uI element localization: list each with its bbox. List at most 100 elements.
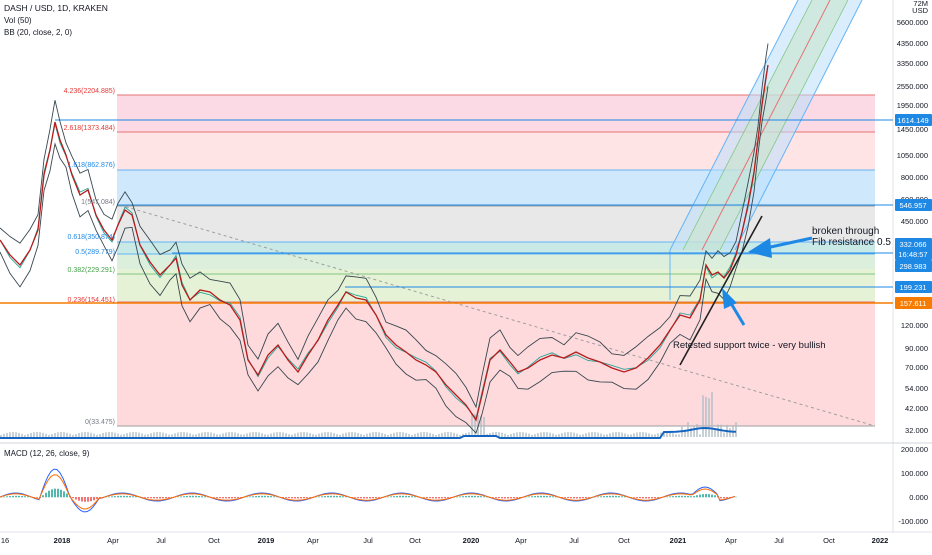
macd-hist-bar — [585, 497, 587, 498]
volume-bar — [639, 432, 641, 437]
volume-bar — [144, 435, 146, 437]
macd-hist-bar — [303, 497, 305, 498]
time-tick-label: Oct — [618, 536, 631, 545]
time-tick-label: Jul — [156, 536, 166, 545]
volume-bar — [318, 434, 320, 437]
macd-hist-bar — [684, 496, 686, 497]
volume-bar — [57, 432, 59, 437]
macd-hist-bar — [267, 496, 269, 497]
macd-label[interactable]: MACD (12, 26, close, 9) — [4, 449, 90, 458]
macd-hist-bar — [54, 489, 56, 498]
macd-hist-bar — [93, 497, 95, 500]
macd-hist-bar — [426, 497, 428, 498]
symbol-title[interactable]: DASH / USD, 1D, KRAKEN — [4, 3, 108, 13]
macd-hist-bar — [192, 496, 194, 498]
volume-bar — [567, 432, 569, 437]
price-tick-label: 5600.000 — [897, 18, 928, 27]
price-tick-label: 70.000 — [905, 363, 928, 372]
time-tick-label: Oct — [823, 536, 836, 545]
macd-hist-bar — [120, 496, 122, 497]
volume-bar — [702, 395, 704, 437]
price-tick-label: 4350.000 — [897, 39, 928, 48]
macd-hist-bar — [255, 496, 257, 497]
macd-hist-bar — [63, 491, 65, 497]
macd-hist-bar — [510, 497, 512, 498]
price-tag-label: 1614.149 — [897, 116, 928, 125]
macd-hist-bar — [540, 496, 542, 497]
macd-hist-bar — [666, 497, 668, 498]
volume-bar — [408, 434, 410, 437]
macd-hist-bar — [411, 496, 413, 497]
volume-bar — [456, 434, 458, 437]
macd-hist-bar — [483, 496, 485, 497]
volume-bar — [627, 434, 629, 437]
volume-bar — [198, 433, 200, 437]
volume-bar — [519, 432, 521, 437]
macd-hist-bar — [690, 496, 692, 497]
macd-hist-bar — [126, 496, 128, 497]
macd-hist-bar — [681, 496, 683, 497]
macd-hist-bar — [225, 497, 227, 498]
macd-hist-bar — [579, 497, 581, 498]
volume-bar — [39, 432, 41, 437]
macd-hist-bar — [300, 497, 302, 498]
volume-bar — [123, 434, 125, 437]
volume-bar — [36, 432, 38, 437]
volume-bar — [240, 434, 242, 437]
volume-bar — [330, 432, 332, 437]
macd-hist-bar — [57, 489, 59, 498]
volume-bar — [279, 432, 281, 437]
time-tick-label: Oct — [208, 536, 221, 545]
macd-hist-bar — [201, 496, 203, 497]
volume-bar — [273, 433, 275, 437]
macd-hist-bar — [333, 496, 335, 497]
macd-hist-bar — [639, 497, 641, 498]
fib-label-0: 0(33.475) — [85, 419, 115, 426]
macd-hist-bar — [87, 497, 89, 502]
volume-bar — [612, 432, 614, 437]
macd-hist-bar — [402, 496, 404, 497]
volume-bar — [729, 428, 731, 437]
volume-bar — [423, 432, 425, 437]
breakout-annotation-line1: broken through — [812, 226, 879, 237]
time-tick-label: 2018 — [54, 536, 71, 545]
volume-bar — [228, 432, 230, 437]
volume-bar — [597, 433, 599, 437]
volume-indicator-label[interactable]: Vol (50) — [4, 16, 32, 25]
macd-hist-bar — [678, 496, 680, 497]
macd-hist-bar — [582, 497, 584, 498]
volume-bar — [213, 433, 215, 437]
price-tick-label: 3350.000 — [897, 59, 928, 68]
volume-bar — [174, 433, 176, 437]
macd-hist-bar — [48, 491, 50, 498]
volume-bar — [657, 433, 659, 437]
bb-indicator-label[interactable]: BB (20, close, 2, 0) — [4, 28, 72, 37]
macd-hist-bar — [96, 497, 98, 499]
macd-hist-bar — [612, 496, 614, 497]
volume-bar — [321, 433, 323, 437]
macd-hist-bar — [294, 497, 296, 498]
macd-hist-bar — [516, 497, 518, 498]
volume-bar — [609, 433, 611, 437]
time-tick-label: Apr — [107, 536, 119, 545]
volume-bar — [42, 433, 44, 437]
macd-hist-bar — [672, 496, 674, 497]
macd-hist-bar — [570, 497, 572, 498]
volume-bar — [267, 435, 269, 437]
macd-hist-bar — [726, 497, 728, 498]
macd-hist-bar — [456, 497, 458, 498]
volume-bar — [573, 433, 575, 437]
macd-hist-bar — [219, 497, 221, 498]
volume-bar — [483, 417, 485, 437]
macd-hist-bar — [297, 497, 299, 498]
volume-bar — [540, 432, 542, 437]
fib-zone-1 — [117, 206, 875, 242]
volume-bar — [471, 414, 473, 437]
volume-bar — [393, 433, 395, 437]
fib-label-0618: 0.618(350.874) — [68, 234, 115, 241]
macd-hist-bar — [129, 496, 131, 497]
macd-hist-bar — [735, 497, 737, 498]
volume-bar — [87, 432, 89, 437]
macd-hist-bar — [720, 497, 722, 498]
